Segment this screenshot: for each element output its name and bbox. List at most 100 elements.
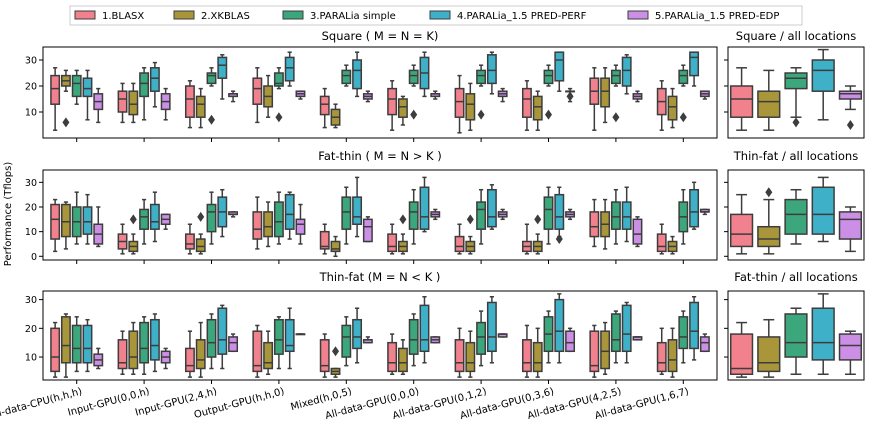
box (497, 208, 508, 221)
box-iqr (50, 74, 61, 105)
box (729, 193, 754, 255)
box-iqr (252, 77, 263, 105)
box (184, 80, 195, 129)
box-iqr (71, 74, 82, 98)
panel-title: Fat-thin / all locations (734, 270, 857, 284)
box (273, 191, 284, 245)
box (263, 201, 274, 248)
box-iqr (554, 193, 565, 230)
box (729, 67, 754, 131)
box-iqr (273, 318, 284, 355)
box-iqr (784, 313, 808, 358)
box (252, 67, 263, 124)
box-iqr (184, 347, 195, 373)
box-iqr (454, 87, 465, 118)
box (273, 67, 284, 123)
box-iqr (729, 333, 754, 376)
box-iqr (273, 201, 284, 238)
outlier (197, 211, 205, 222)
box-iqr (149, 318, 160, 361)
box (263, 330, 274, 376)
box-iqr (465, 341, 476, 373)
panels: Square ( M = N = K) 10 20 30 Square / all lo… (25, 29, 865, 384)
box (341, 316, 352, 367)
box-iqr (284, 56, 295, 82)
legend-swatch (282, 10, 304, 20)
box-iqr (206, 203, 217, 233)
box-iqr (589, 211, 600, 238)
box (600, 198, 611, 250)
legend-entry: 4.PARALia_1.5 PRED-PERF (457, 11, 587, 22)
box (554, 51, 565, 92)
box (699, 208, 710, 216)
box (160, 87, 171, 121)
box-iqr (387, 233, 398, 253)
box (486, 295, 497, 364)
box-iqr (838, 90, 863, 100)
box (565, 208, 576, 221)
box (149, 191, 160, 243)
box-iqr (263, 341, 274, 370)
box-iqr (387, 87, 398, 116)
box-iqr (838, 333, 863, 361)
box (554, 186, 565, 245)
box (273, 316, 284, 370)
box (465, 214, 476, 255)
box-iqr (139, 208, 150, 230)
box-iqr (454, 235, 465, 253)
box-iqr (757, 225, 781, 248)
outlier (208, 114, 215, 125)
box (667, 327, 678, 378)
box-iqr (117, 339, 128, 370)
box (811, 176, 835, 243)
legend-swatch (429, 10, 451, 20)
box (543, 186, 554, 245)
box-iqr (284, 193, 295, 230)
box (284, 191, 295, 240)
box (757, 187, 781, 255)
box (295, 90, 306, 100)
box-iqr (184, 85, 195, 118)
outlier (679, 112, 687, 123)
box (149, 313, 160, 373)
box (319, 223, 330, 255)
box-iqr (689, 301, 700, 350)
box (419, 51, 430, 98)
box (284, 307, 295, 370)
box (341, 186, 352, 245)
box (610, 310, 621, 364)
box-iqr (678, 69, 689, 85)
box (387, 80, 398, 131)
box-iqr (263, 211, 274, 238)
box (195, 87, 206, 129)
box (486, 184, 497, 230)
box-iqr (82, 324, 93, 364)
box-iqr (521, 339, 532, 373)
box-iqr (195, 95, 206, 118)
box (589, 67, 600, 131)
box (678, 310, 689, 364)
box-iqr (195, 339, 206, 370)
box-iqr (319, 339, 330, 373)
outlier (477, 109, 485, 120)
box-iqr (486, 188, 497, 228)
legend: 1.BLASX 2.XKBLAS 3.PARALia simple 4.PARALia… (69, 5, 803, 26)
box (195, 211, 206, 255)
box (521, 223, 532, 255)
box (117, 223, 128, 255)
box (82, 193, 93, 245)
box (419, 295, 430, 364)
box-iqr (139, 72, 150, 98)
box (60, 313, 71, 378)
box (71, 316, 82, 373)
box-iqr (71, 324, 82, 364)
outlier (792, 117, 800, 128)
box (565, 327, 576, 353)
box (408, 313, 419, 367)
box-iqr (217, 56, 228, 79)
outlier (846, 120, 854, 130)
box (217, 188, 228, 238)
box-iqr (82, 206, 93, 235)
box-iqr (82, 77, 93, 98)
axes-frame (727, 46, 865, 139)
